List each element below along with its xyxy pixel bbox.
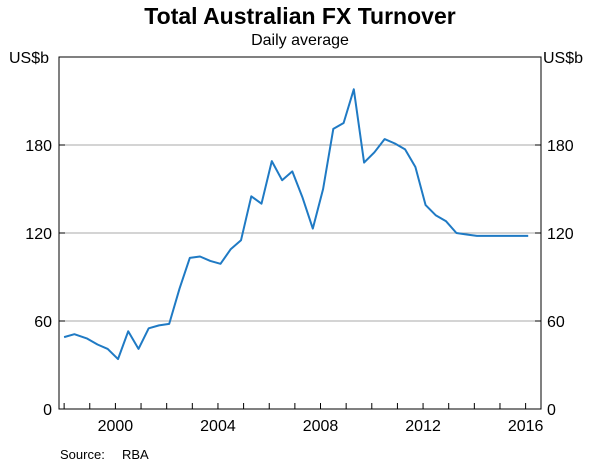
y-axis-ticks: 0 0 60 60 120 120 180 180 xyxy=(25,138,574,419)
y-tick-label-left-120: 120 xyxy=(25,226,52,243)
source-note: Source: RBA xyxy=(60,447,149,462)
chart-subtitle: Daily average xyxy=(251,32,349,49)
x-tick-label-2004: 2004 xyxy=(200,418,236,435)
series-line-0 xyxy=(63,88,529,361)
y-axis-unit-right: US$b xyxy=(543,50,584,67)
y-tick-label-right-180: 180 xyxy=(547,138,574,155)
x-tick-label-2012: 2012 xyxy=(405,418,441,435)
y-tick-label-right-120: 120 xyxy=(547,226,574,243)
y-tick-label-right-60: 60 xyxy=(547,314,565,331)
source-label: Source: xyxy=(60,447,105,462)
chart-title: Total Australian FX Turnover xyxy=(144,3,456,29)
y-tick-label-right-0: 0 xyxy=(547,402,556,419)
gridlines xyxy=(59,144,541,322)
x-tick-label-2016: 2016 xyxy=(508,418,544,435)
series-lines xyxy=(63,88,529,361)
source-value: RBA xyxy=(122,447,149,462)
y-tick-label-left-60: 60 xyxy=(34,314,52,331)
x-axis-ticks: 2000 2004 2008 2012 2016 xyxy=(63,403,544,435)
y-tick-label-left-0: 0 xyxy=(43,402,52,419)
x-tick-label-2008: 2008 xyxy=(303,418,339,435)
x-tick-label-2000: 2000 xyxy=(98,418,134,435)
y-tick-label-left-180: 180 xyxy=(25,138,52,155)
y-axis-unit-left: US$b xyxy=(9,50,50,67)
